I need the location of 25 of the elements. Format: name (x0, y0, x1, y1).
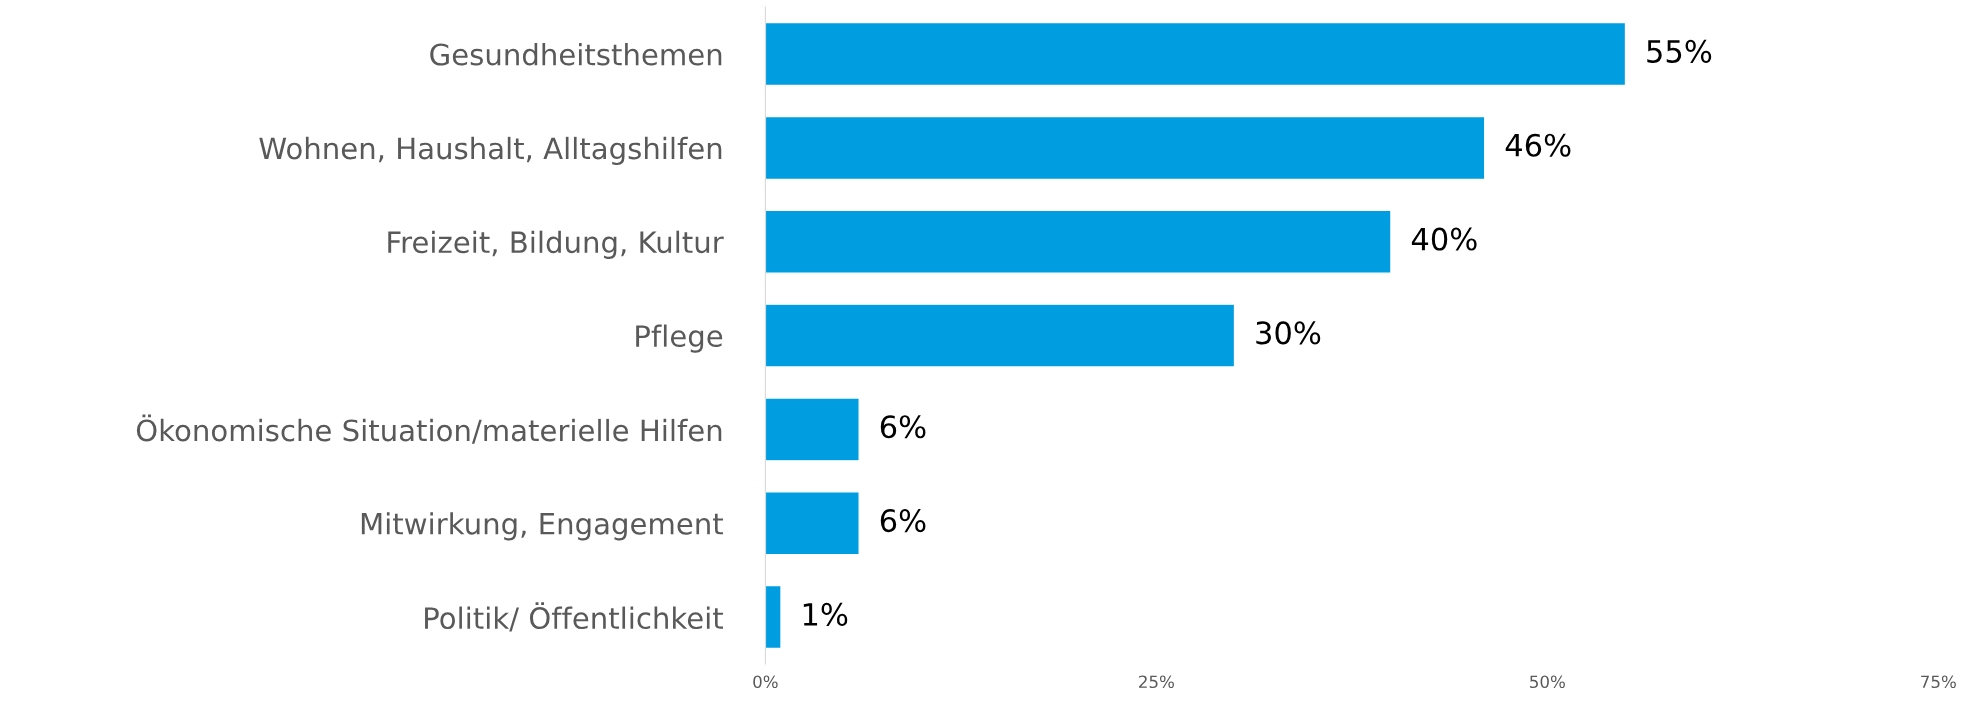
y-tick-label: Politik/ Öffentlichkeit (425, 602, 724, 632)
bar (765, 584, 782, 650)
bar (765, 115, 1486, 181)
data-label: 55% (1647, 39, 1712, 63)
data-label: 6% (880, 509, 926, 533)
x-tick-label: 25% (1139, 675, 1174, 689)
y-tick-label: Wohnen, Haushalt, Alltagshilfen (259, 136, 722, 166)
y-tick-label: Ökonomische Situation/materielle Hilfen (136, 414, 722, 444)
x-tick-label: 75% (1921, 675, 1956, 689)
y-tick-label: Pflege (636, 324, 723, 353)
y-tick-label: Freizeit, Bildung, Kultur (388, 230, 724, 259)
data-label: 30% (1256, 321, 1321, 345)
bar (765, 209, 1392, 274)
bar (765, 303, 1236, 368)
y-tick-label: Mitwirkung, Engagement (361, 512, 724, 541)
bar (765, 491, 860, 556)
y-tick-label: Gesundheitsthemen (430, 42, 722, 66)
data-label: 40% (1411, 227, 1477, 251)
data-label: 1% (803, 602, 848, 626)
data-label: 6% (880, 415, 926, 439)
bar (765, 21, 1627, 87)
data-label: 46% (1505, 133, 1571, 157)
x-tick-label: 50% (1530, 675, 1565, 689)
bar (765, 397, 860, 462)
x-tick-label: 0% (753, 675, 778, 689)
